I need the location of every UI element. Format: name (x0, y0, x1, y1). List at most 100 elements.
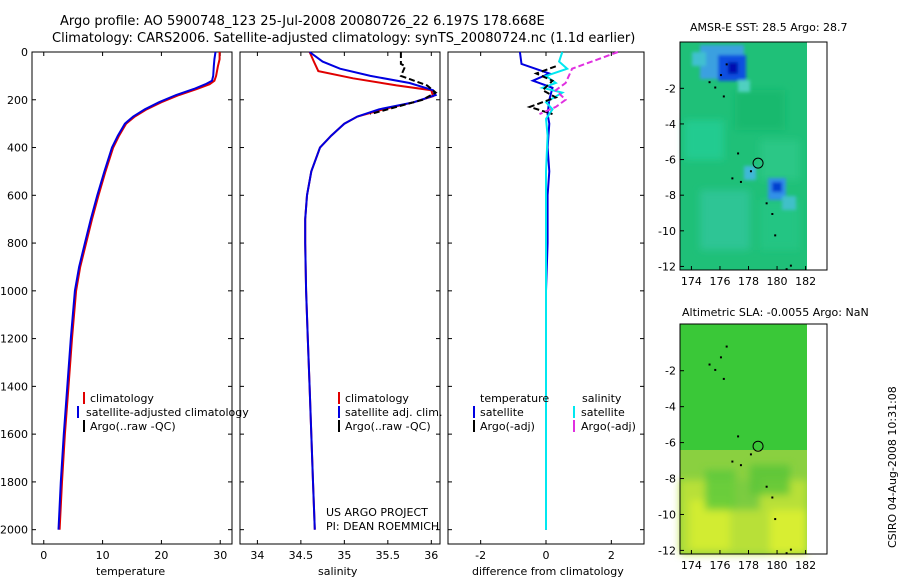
island-mark (737, 152, 740, 155)
ytick-label: 2000 (0, 524, 28, 537)
legend-argo: Argo(..raw -QC) (90, 420, 176, 433)
island-mark (719, 356, 722, 359)
island-mark (771, 496, 774, 499)
island-mark (789, 264, 792, 267)
xtick-label: 34 (250, 549, 264, 562)
ytick-label: 1400 (0, 380, 28, 393)
map-xtick-label: 182 (795, 275, 816, 288)
series-line-salinity-argo-adj- (539, 51, 619, 116)
legend-sat-adj: satellite-adjusted climatology (86, 406, 249, 419)
ytick-label: 800 (7, 237, 28, 250)
map-ytick-label: -12 (658, 544, 676, 557)
xtick-label: 34.5 (289, 549, 314, 562)
series-line-salinity-satellite (539, 51, 570, 530)
island-mark (731, 177, 734, 180)
island-mark (765, 202, 768, 205)
island-mark (725, 63, 728, 66)
figure-title-line2: Climatology: CARS2006. Satellite-adjuste… (52, 31, 635, 46)
island-mark (774, 518, 777, 521)
xtick-label: 0 (40, 549, 47, 562)
temperature-xlabel: temperature (96, 565, 165, 578)
xtick-label: 10 (96, 549, 110, 562)
sst-map-title: AMSR-E SST: 28.5 Argo: 28.7 (690, 21, 848, 34)
xtick-label: -2 (475, 549, 486, 562)
island-mark (785, 552, 788, 555)
map-xtick-label: 176 (709, 275, 730, 288)
legend-temp-argo: Argo(-adj) (480, 420, 535, 433)
xtick-label: 35 (337, 549, 351, 562)
legend-sal-satellite: satellite (581, 406, 625, 419)
legend-climatology: climatology (345, 392, 409, 405)
ytick-label: 1200 (0, 333, 28, 346)
salinity-xlabel: salinity (318, 565, 358, 578)
sla-map-panel: Altimetric SLA: -0.0055 Argo: NaN 174 176… (658, 306, 869, 572)
temperature-axes-box (31, 51, 233, 545)
legend-sal-argo: Argo(-adj) (581, 420, 636, 433)
sst-field (680, 42, 827, 270)
map-xtick-label: 178 (738, 559, 759, 572)
map-xtick-label: 180 (767, 275, 788, 288)
island-mark (731, 460, 734, 463)
ytick-label: 1600 (0, 428, 28, 441)
difference-panel: -2 0 2 difference from climatology tempera… (447, 51, 645, 578)
ytick-label: 1800 (0, 476, 28, 489)
island-mark (722, 377, 725, 380)
legend-temp-satellite: satellite (480, 406, 524, 419)
legend-salinity-header: salinity (582, 392, 622, 405)
sla-argo-position-marker (752, 440, 764, 452)
temperature-legend: climatology satellite-adjusted climatolo… (77, 392, 249, 433)
map-xtick-label: 180 (767, 559, 788, 572)
series-line-argo-raw-qc- (370, 52, 438, 116)
ytick-label: 600 (7, 189, 28, 202)
series-line-satellite-adj-clim- (304, 51, 438, 530)
island-mark (725, 345, 728, 348)
island-mark (765, 485, 768, 488)
salinity-legend: climatology satellite adj. clim. Argo(..… (338, 392, 442, 433)
map-ytick-label: -8 (665, 473, 676, 486)
figure-title-line1: Argo profile: AO 5900748_123 25-Jul-2008… (60, 14, 545, 29)
ytick-label: 1000 (0, 285, 28, 298)
island-mark (714, 368, 717, 371)
island-mark (708, 81, 711, 84)
island-mark (749, 170, 752, 173)
sst-map-axes-box (679, 41, 828, 271)
xtick-label: 0 (543, 549, 550, 562)
map-ytick-label: -10 (658, 225, 676, 238)
credit-line1: US ARGO PROJECT (326, 506, 428, 519)
series-line-temperature-argo-adj- (526, 65, 559, 116)
xtick-label: 35.5 (376, 549, 401, 562)
island-mark (739, 464, 742, 467)
difference-xlabel: difference from climatology (472, 565, 624, 578)
map-ytick-label: -2 (665, 365, 676, 378)
legend-temperature-header: temperature (480, 392, 549, 405)
island-mark (739, 180, 742, 183)
legend-sat-adj: satellite adj. clim. (345, 406, 442, 419)
series-line-temperature-satellite (518, 51, 554, 530)
map-xtick-label: 174 (681, 559, 702, 572)
ytick-label: 400 (7, 142, 28, 155)
map-xtick-label: 174 (681, 275, 702, 288)
map-ytick-label: -10 (658, 508, 676, 521)
map-xtick-label: 182 (795, 559, 816, 572)
salinity-panel: 34 34.5 35 35.5 36 salinity climatology sate… (239, 51, 442, 578)
island-mark (749, 453, 752, 456)
legend-argo: Argo(..raw -QC) (345, 420, 431, 433)
map-ytick-label: -6 (665, 437, 676, 450)
map-xtick-label: 176 (709, 559, 730, 572)
sla-map-axes-box (679, 323, 828, 555)
xtick-label: 20 (154, 549, 168, 562)
credit-line2: PI: DEAN ROEMMICH (326, 520, 439, 533)
salinity-axes-box (239, 51, 441, 545)
series-line-climatology (304, 51, 435, 530)
island-mark (719, 74, 722, 77)
island-mark (722, 95, 725, 98)
map-ytick-label: -4 (665, 401, 676, 414)
island-mark (789, 548, 792, 551)
legend-climatology: climatology (90, 392, 154, 405)
footer-timestamp: CSIRO 04-Aug-2008 10:31:08 (886, 386, 899, 548)
xtick-label: 2 (608, 549, 615, 562)
sst-argo-position-marker (752, 157, 764, 169)
map-xtick-label: 178 (738, 275, 759, 288)
xtick-label: 30 (213, 549, 227, 562)
sla-map-title: Altimetric SLA: -0.0055 Argo: NaN (682, 306, 869, 319)
